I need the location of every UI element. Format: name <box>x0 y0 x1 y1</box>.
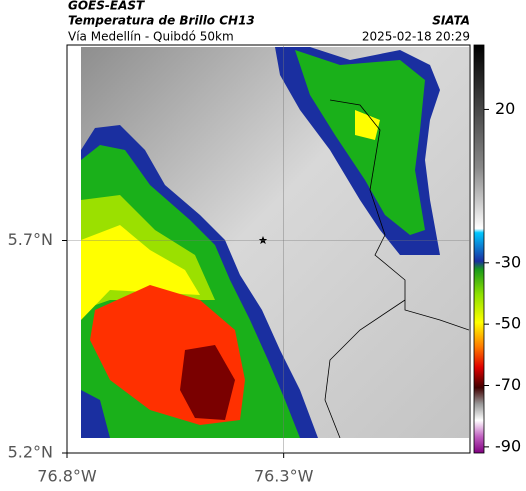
colorbar-tick-label: -70 <box>495 375 521 394</box>
imagery <box>81 47 469 438</box>
timestamp: 2025-02-18 20:29 <box>362 30 470 44</box>
cloud <box>81 390 110 438</box>
map-frame <box>66 44 471 454</box>
x-tick-label: 76.3°W <box>254 467 314 486</box>
title: GOES-EAST <box>68 0 145 13</box>
colorbar-tick-label: -30 <box>495 252 521 271</box>
y-tick-label: 5.2°N <box>8 443 53 462</box>
colorbar-tick-label: -50 <box>495 314 521 333</box>
colorbar-tick-label: 20 <box>495 99 515 118</box>
boundary <box>324 99 469 438</box>
cloud <box>295 50 425 235</box>
source: SIATA <box>432 14 470 28</box>
y-tick-label: 5.7°N <box>8 230 53 249</box>
location-star <box>258 236 268 244</box>
colorbar <box>473 44 485 454</box>
colorbar-tick-label: -90 <box>495 436 521 455</box>
cloud <box>180 345 235 420</box>
subtitle: Temperatura de Brillo CH13 <box>68 14 255 28</box>
cloud <box>81 225 200 320</box>
cloud <box>355 110 380 140</box>
route: Vía Medellín - Quibdó 50km <box>68 30 234 44</box>
x-tick-label: 76.8°W <box>37 467 97 486</box>
